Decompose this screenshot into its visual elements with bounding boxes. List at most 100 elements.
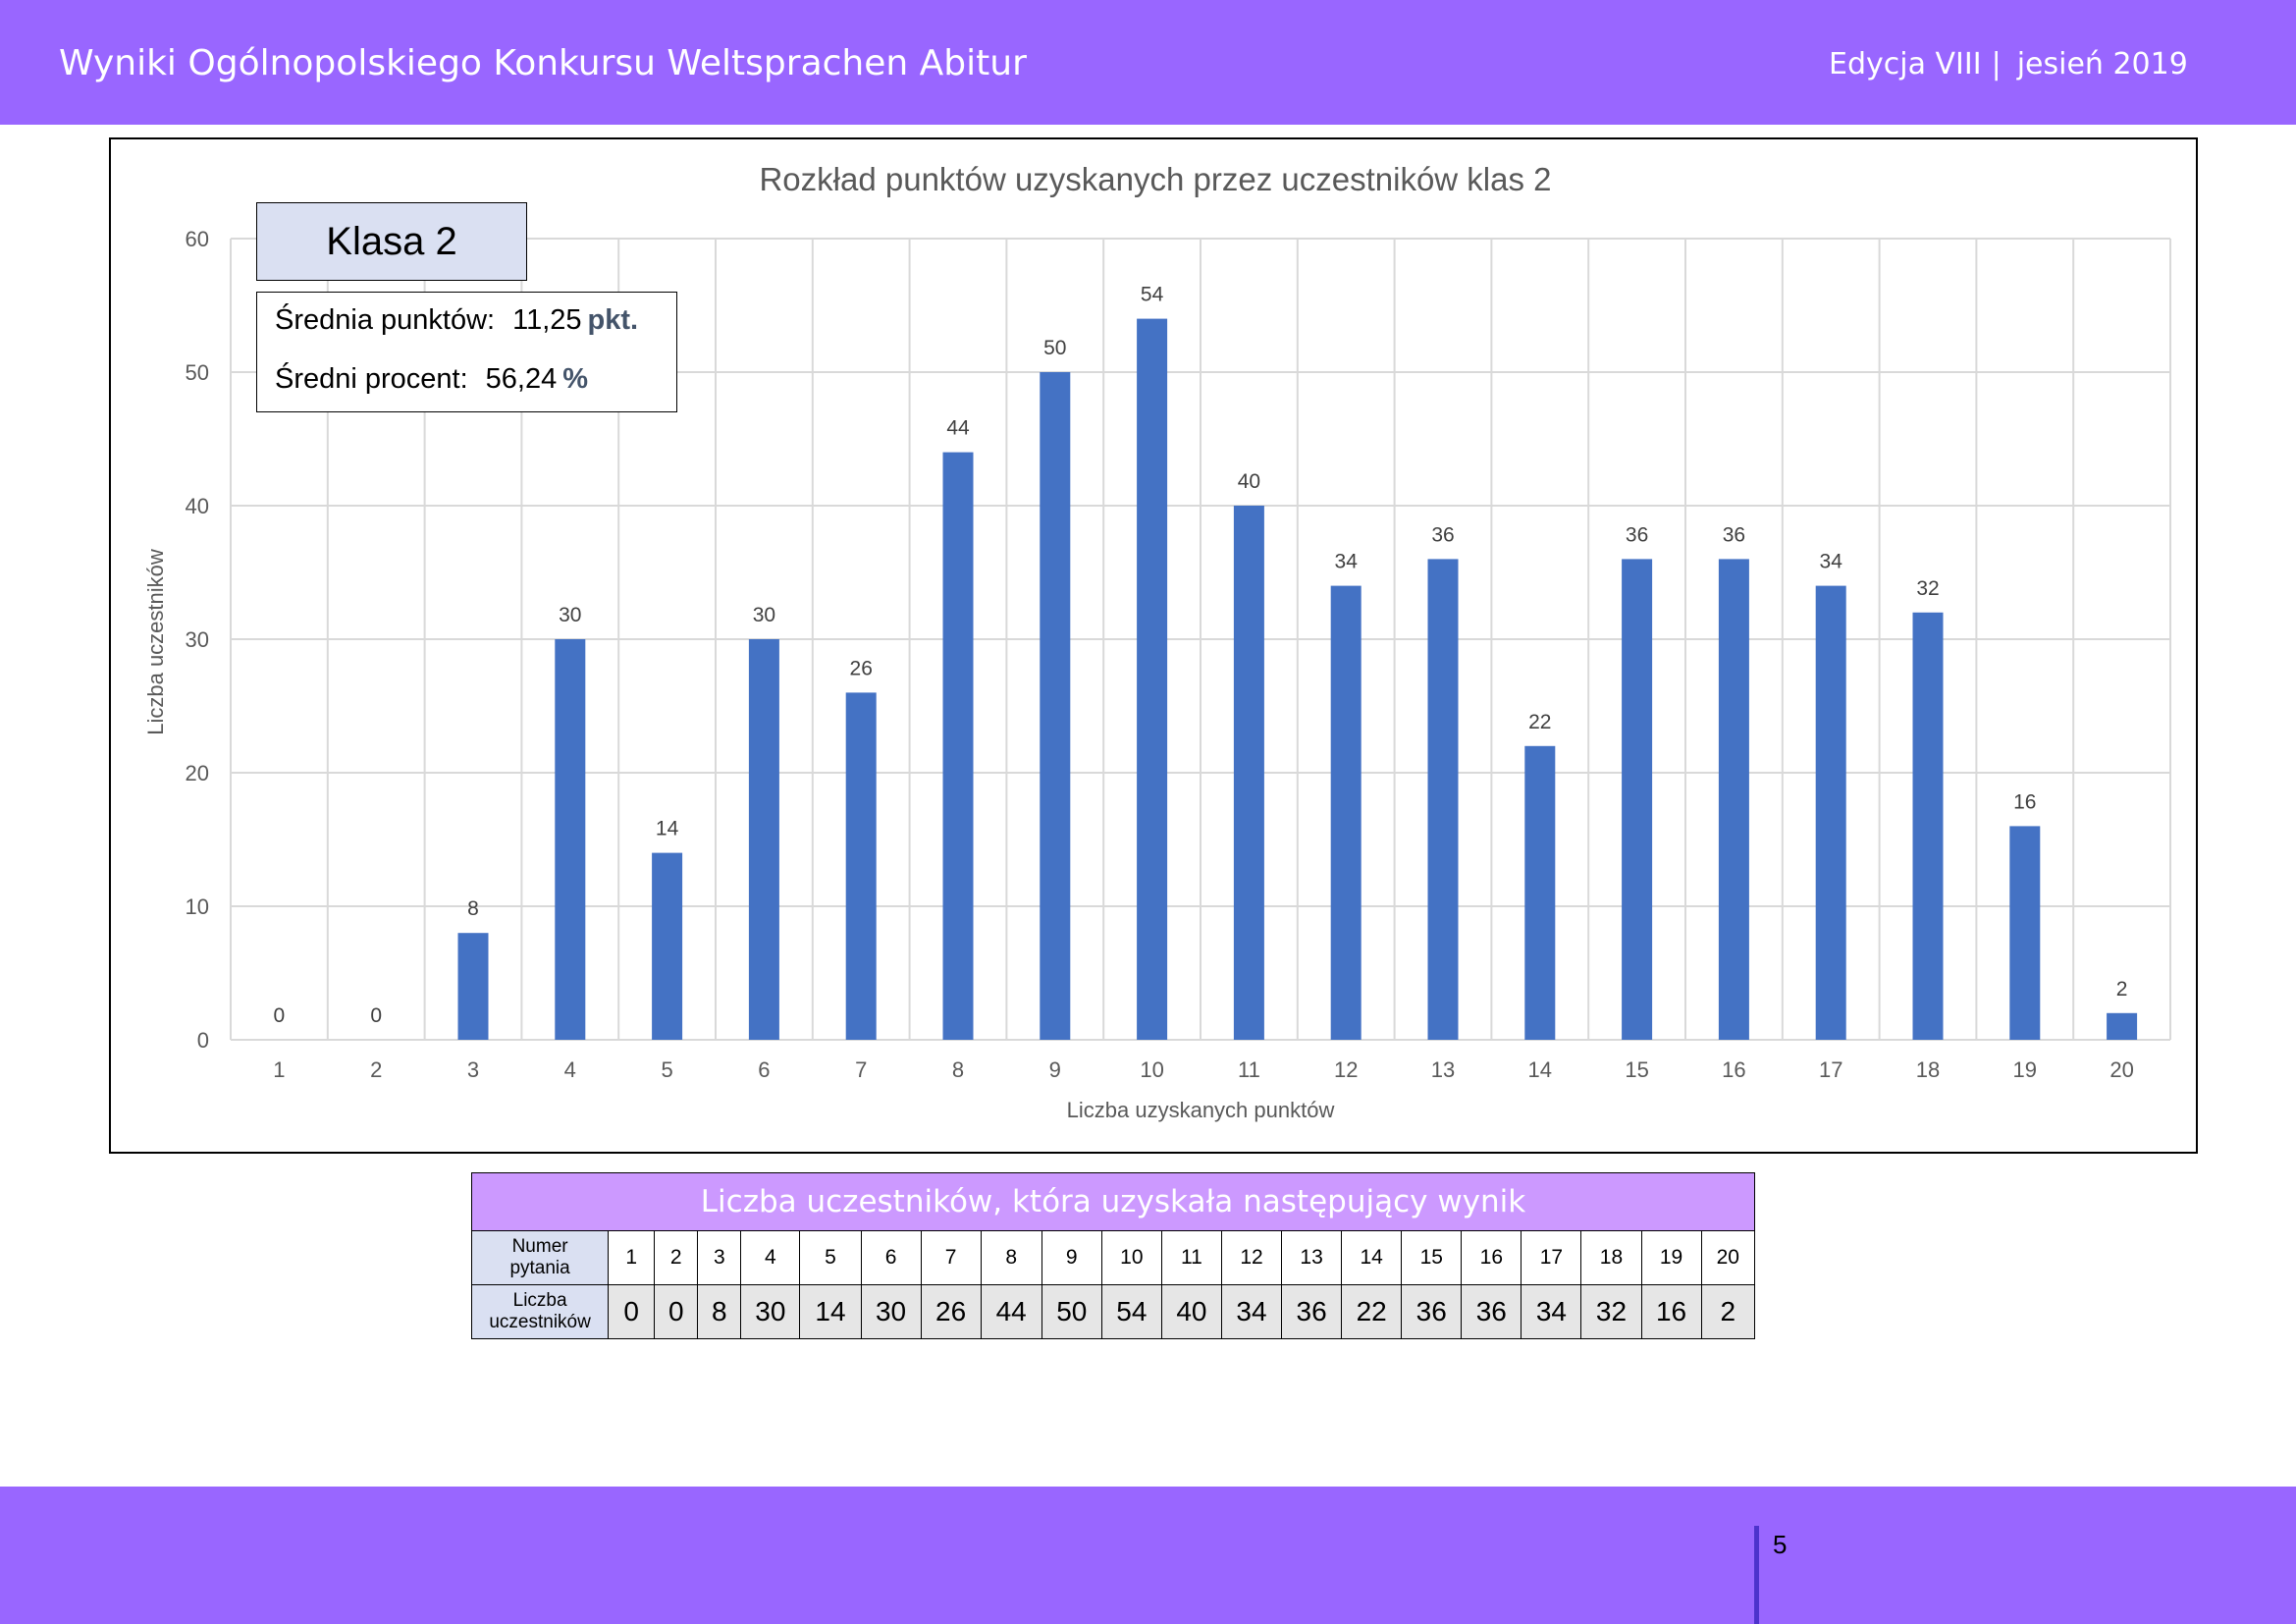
header-bar: Wyniki Ogólnopolskiego Konkursu Weltspra… [0,0,2296,125]
x-tick-label: 14 [1528,1057,1552,1082]
participant-count-cell: 0 [654,1284,699,1339]
avg-percent-label: Średni procent: [275,363,468,395]
participant-count-cell: 40 [1160,1284,1222,1339]
x-tick-label: 19 [2013,1057,2037,1082]
table-row-questions: Numer pytania 1 2 3 4 5 6 7 8 9 10 11 12 13 14 15 16 17 1… [470,1230,1756,1285]
question-number-cell: 13 [1281,1230,1343,1285]
document-title: Wyniki Ogólnopolskiego Konkursu Weltspra… [59,43,1027,83]
bar [2107,1012,2138,1040]
data-label: 54 [1141,284,1164,306]
x-tick-label: 15 [1625,1057,1648,1082]
data-label: 8 [467,897,479,920]
chart-title: Rozkład punktów uzyskanych przez uczestn… [759,161,1552,197]
y-tick-label: 40 [186,494,209,518]
data-label: 50 [1043,337,1066,359]
y-tick-label: 60 [186,227,209,251]
season-label: jesień 2019 [2016,47,2188,81]
bar [457,933,489,1040]
question-number-cell: 18 [1580,1230,1642,1285]
question-number-cell: 14 [1341,1230,1403,1285]
bar [2009,826,2041,1040]
class-label: Klasa 2 [326,219,457,263]
participant-count-cell: 54 [1100,1284,1162,1339]
data-label: 30 [753,604,775,626]
data-label: 34 [1820,551,1843,573]
bar [1524,745,1556,1040]
x-tick-label: 10 [1140,1057,1163,1082]
participant-count-cell: 32 [1580,1284,1642,1339]
data-label: 36 [1431,523,1454,546]
footer-bar [0,1487,2296,1624]
data-label: 2 [2116,978,2128,1001]
question-number-cell: 4 [740,1230,801,1285]
bar [1622,559,1653,1040]
data-label: 30 [559,604,581,626]
row-label-counts-line2: uczestników [489,1312,591,1332]
x-tick-label: 9 [1049,1057,1061,1082]
page-number: 5 [1773,1530,1788,1559]
bar-chart: 0102030405060010283304145306267448509541… [143,227,2171,1122]
avg-percent-unit: % [562,363,589,395]
bar [555,639,586,1040]
participant-count-cell: 36 [1461,1284,1522,1339]
question-number-cell: 8 [980,1230,1042,1285]
data-label: 36 [1626,523,1648,546]
x-tick-label: 4 [564,1057,576,1082]
participant-count-cell: 14 [799,1284,862,1339]
data-label: 34 [1335,551,1359,573]
data-label: 40 [1238,470,1260,493]
x-tick-label: 1 [273,1057,285,1082]
participant-count-cell: 22 [1341,1284,1403,1339]
table-row-counts: Liczba uczestników 0 0 8 30 14 30 26 44 50 54 40 34… [470,1284,1756,1339]
x-tick-label: 3 [467,1057,479,1082]
x-tick-label: 2 [370,1057,382,1082]
x-tick-label: 20 [2109,1057,2133,1082]
participant-count-cell: 30 [860,1284,922,1339]
class-label-box: Klasa 2 [256,202,527,281]
bar [1137,318,1168,1041]
data-label: 14 [656,818,679,840]
bar [652,852,683,1040]
question-number-cell: 3 [697,1230,742,1285]
question-number-cell: 2 [654,1230,699,1285]
chart-frame: 0 10 20 30 40 50 60 0 1 0 2 8 3 30 4 14 5 30 6 26 7 44 8 50 9 54 1… [109,137,2198,1154]
question-number-cell: 17 [1521,1230,1582,1285]
bar [845,692,877,1040]
table-header: Liczba uczestników, która uzyskała nastę… [471,1172,1755,1231]
x-tick-label: 18 [1916,1057,1940,1082]
participant-count-cell: 2 [1700,1284,1756,1339]
y-tick-label: 20 [186,761,209,785]
question-number-cell: 11 [1160,1230,1222,1285]
data-label: 26 [850,657,873,679]
x-tick-label: 12 [1334,1057,1358,1082]
edition-info: Edycja VIII | jesień 2019 [1829,47,2188,81]
question-number-cell: 19 [1640,1230,1702,1285]
results-table-wrap: Liczba uczestników, która uzyskała nastę… [470,1172,1756,1339]
participant-count-cell: 44 [980,1284,1042,1339]
avg-percent-value: 56,24 [485,363,558,395]
bar [1330,585,1362,1040]
row-label-counts: Liczba uczestników [470,1284,610,1339]
bar [942,452,974,1041]
y-tick-label: 50 [186,360,209,385]
stats-box: Średnia punktów: 11,25 pkt. Średni procent… [256,292,677,412]
participant-count-cell: 8 [697,1284,742,1339]
avg-percent-line: Średni procent: 56,24% [275,363,588,396]
question-number-cell: 15 [1401,1230,1463,1285]
results-table: Liczba uczestników, która uzyskała nastę… [470,1172,1756,1339]
x-tick-label: 13 [1431,1057,1455,1082]
data-label: 0 [370,1004,382,1027]
bar [1912,612,1944,1040]
data-label: 22 [1528,711,1551,733]
participant-count-cell: 50 [1041,1284,1102,1339]
avg-points-line: Średnia punktów: 11,25 pkt. [275,304,638,337]
x-tick-label: 11 [1238,1057,1260,1082]
bar [1718,559,1749,1040]
data-label: 16 [2013,790,2036,813]
question-number-cell: 1 [608,1230,656,1285]
y-tick-label: 0 [197,1028,209,1053]
question-number-cell: 16 [1461,1230,1522,1285]
x-tick-label: 8 [952,1057,964,1082]
question-number-cell: 5 [799,1230,862,1285]
data-label: 32 [1916,577,1939,600]
